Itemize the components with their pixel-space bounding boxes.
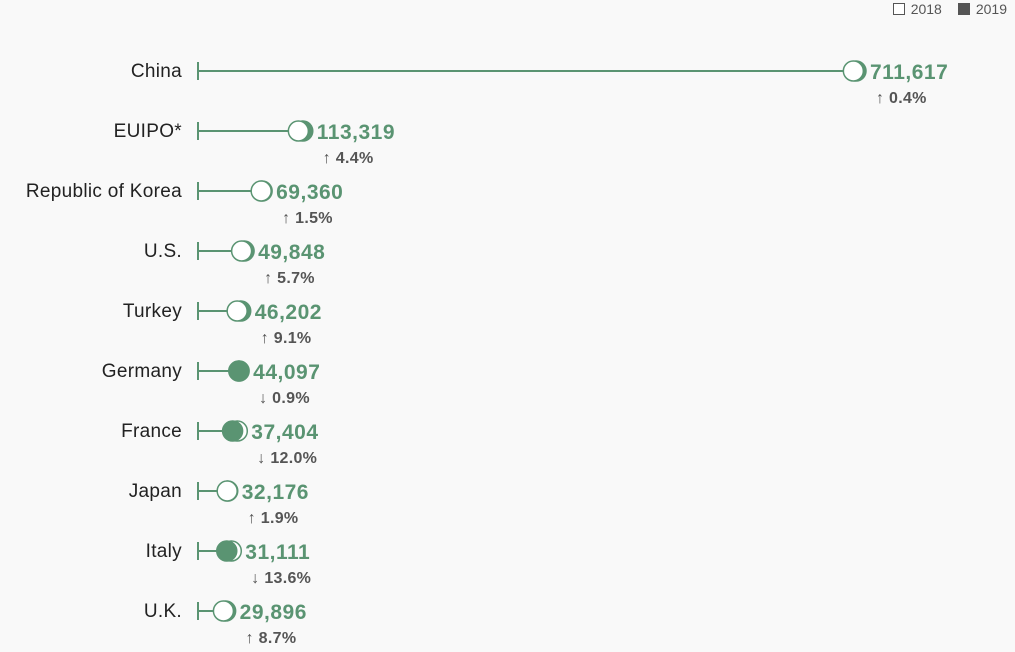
change-label-republic-of-korea: ↑ 1.5% — [282, 210, 333, 227]
value-label-euipo: 113,319 — [317, 121, 395, 144]
value-label-japan: 32,176 — [242, 481, 309, 504]
chart-legend: 2018 2019 — [892, 0, 1007, 18]
dot-2019-france — [221, 420, 244, 442]
category-label-u-s: U.S. — [144, 241, 182, 262]
category-label-turkey: Turkey — [123, 301, 182, 322]
value-label-germany: 44,097 — [253, 361, 320, 384]
value-label-republic-of-korea: 69,360 — [276, 181, 343, 204]
legend-swatch-2018 — [892, 3, 905, 15]
category-label-france: France — [121, 421, 182, 442]
change-label-china: ↑ 0.4% — [876, 90, 927, 107]
change-label-japan: ↑ 1.9% — [248, 510, 299, 527]
value-label-u-s: 49,848 — [258, 241, 325, 264]
dot-2019-italy — [216, 540, 238, 562]
category-label-republic-of-korea: Republic of Korea — [26, 181, 182, 202]
category-label-euipo: EUIPO* — [114, 121, 183, 142]
category-label-u-k: U.K. — [144, 601, 182, 622]
category-label-italy: Italy — [146, 541, 183, 562]
change-label-germany: ↓ 0.9% — [259, 390, 310, 407]
change-label-france: ↓ 12.0% — [257, 450, 317, 467]
legend-label-2019: 2019 — [975, 1, 1007, 17]
dot-2018-u-k — [212, 600, 235, 622]
value-label-france: 37,404 — [251, 421, 318, 444]
dot-2018-u-s — [230, 240, 253, 262]
value-label-china: 711,617 — [870, 61, 948, 84]
dot-2018-euipo — [287, 120, 310, 142]
dot-2018-turkey — [226, 300, 248, 322]
change-label-euipo: ↑ 4.4% — [323, 150, 374, 167]
category-label-japan: Japan — [129, 481, 182, 502]
change-label-u-k: ↑ 8.7% — [246, 630, 297, 647]
dot-2018-republic-of-korea — [250, 180, 272, 202]
value-label-u-k: 29,896 — [240, 601, 307, 624]
change-label-italy: ↓ 13.6% — [251, 570, 311, 587]
legend-label-2018: 2018 — [910, 1, 942, 17]
change-label-turkey: ↑ 9.1% — [261, 330, 312, 347]
dot-2019-germany — [228, 360, 250, 382]
category-label-germany: Germany — [102, 361, 182, 382]
dot-2018-china — [842, 60, 865, 82]
value-label-italy: 31,111 — [245, 541, 310, 564]
value-label-turkey: 46,202 — [255, 301, 322, 324]
change-label-u-s: ↑ 5.7% — [264, 270, 315, 287]
legend-swatch-2019 — [957, 3, 970, 15]
dot-2018-japan — [216, 480, 238, 502]
category-label-china: China — [131, 61, 182, 82]
